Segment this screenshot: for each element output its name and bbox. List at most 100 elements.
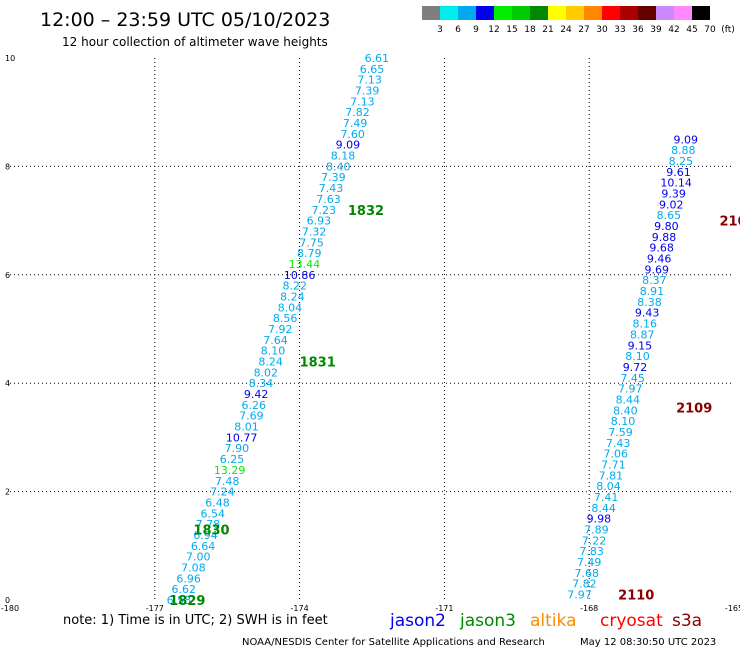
axis-ticks: -180 -177 -174 -171 -168 -165 0 2 4 6 8 10 [1, 54, 740, 613]
data-point-label: 7.49 [343, 117, 368, 130]
data-point-label: 10.14 [660, 177, 692, 190]
track-label: 210 [720, 215, 740, 230]
data-point-label: 9.72 [623, 361, 648, 374]
data-point-label: 9.61 [666, 166, 691, 179]
data-point-label: 6.93 [307, 215, 332, 228]
data-point-label: 8.65 [657, 209, 682, 222]
data-point-label: 7.97 [618, 383, 643, 396]
data-point-label: 8.16 [632, 318, 657, 331]
scale-swatch [512, 6, 530, 20]
data-point-label: 9.43 [635, 307, 660, 320]
data-point-label: 7.69 [239, 410, 264, 423]
data-point-label: 7.43 [606, 437, 631, 450]
data-point-label: 9.09 [336, 139, 361, 152]
legend-entry: s3a [672, 611, 702, 631]
legend-entry: jason2 [389, 611, 446, 631]
data-point-label: 8.37 [642, 274, 667, 287]
data-point-label: 9.80 [654, 220, 679, 233]
data-point-label: 9.69 [645, 263, 670, 276]
data-point-label: 8.34 [249, 377, 274, 390]
x-tick-label: -174 [291, 604, 309, 613]
track-label: 1832 [348, 204, 384, 219]
legend-entry: cryosat [600, 611, 663, 631]
data-point-label: 9.15 [628, 339, 653, 352]
data-point-label: 7.08 [181, 561, 206, 574]
data-point-label: 8.88 [671, 144, 696, 157]
scale-label: 21 [542, 25, 553, 35]
grid [10, 58, 734, 600]
data-point-label: 9.09 [673, 133, 698, 146]
data-point-label: 9.02 [659, 198, 684, 211]
data-point-label: 6.62 [172, 583, 197, 596]
data-point-label: 7.06 [603, 448, 628, 461]
data-point-label: 7.00 [186, 551, 211, 564]
track-label: 1829 [169, 594, 205, 609]
scale-label: 30 [596, 25, 608, 35]
scale-label: 12 [488, 25, 499, 35]
data-point-label: 6.94 [193, 529, 218, 542]
data-point-label: 7.81 [599, 469, 624, 482]
x-tick-label: -180 [1, 604, 19, 613]
y-tick-label: 8 [5, 162, 10, 171]
scale-swatch [602, 6, 620, 20]
data-points: 6.586.626.967.087.006.646.947.786.546.48… [167, 52, 698, 607]
x-tick-label: -168 [580, 604, 598, 613]
data-point-label: 9.68 [649, 242, 674, 255]
data-point-label: 9.46 [647, 253, 672, 266]
scale-swatch [494, 6, 512, 20]
scale-label: (ft) [721, 25, 735, 35]
footer-timestamp: May 12 08:30:50 UTC 2023 [580, 637, 716, 648]
data-point-label: 7.75 [299, 236, 324, 249]
data-point-label: 8.44 [616, 393, 641, 406]
data-point-label: 6.65 [360, 63, 385, 76]
scale-swatch [422, 6, 440, 20]
data-point-label: 13.29 [214, 464, 246, 477]
legend-entry: jason3 [459, 611, 516, 631]
data-point-label: 7.32 [302, 225, 327, 238]
data-point-label: 8.04 [596, 480, 621, 493]
track-label: 2110 [618, 589, 654, 604]
data-point-label: 7.78 [196, 518, 221, 531]
scale-swatch [440, 6, 458, 20]
data-point-label: 7.49 [577, 556, 602, 569]
data-point-label: 6.58 [167, 594, 192, 607]
data-point-label: 7.48 [215, 475, 240, 488]
data-point-label: 7.64 [263, 334, 288, 347]
data-point-label: 9.42 [244, 388, 269, 401]
data-point-label: 7.82 [345, 106, 370, 119]
track-label: 2109 [676, 402, 712, 417]
scale-label: 42 [668, 25, 679, 35]
satellite-legend: jason2 jason3 altika cryosat s3a [389, 611, 702, 631]
data-point-label: 8.25 [669, 155, 694, 168]
scale-swatch [566, 6, 584, 20]
data-point-label: 13.44 [289, 258, 321, 271]
scale-swatch [548, 6, 566, 20]
scale-label: 27 [578, 25, 589, 35]
data-point-label: 6.48 [205, 496, 230, 509]
x-tick-label: -165 [725, 604, 740, 613]
data-point-label: 7.71 [601, 459, 626, 472]
scale-label: 15 [506, 25, 517, 35]
data-point-label: 8.10 [625, 350, 650, 363]
scale-swatch [620, 6, 638, 20]
data-point-label: 9.88 [652, 231, 677, 244]
data-point-label: 7.90 [225, 442, 250, 455]
scale-label: 3 [437, 25, 443, 35]
scale-label: 18 [524, 25, 536, 35]
y-tick-label: 4 [5, 379, 10, 388]
data-point-label: 8.91 [640, 285, 665, 298]
data-point-label: 7.39 [355, 85, 380, 98]
data-point-label: 8.02 [254, 366, 279, 379]
chart-subtitle: 12 hour collection of altimeter wave hei… [62, 35, 328, 49]
footer-note: note: 1) Time is in UTC; 2) SWH is in fe… [63, 613, 328, 628]
data-point-label: 8.87 [630, 328, 655, 341]
y-tick-label: 2 [5, 488, 10, 497]
data-point-label: 7.59 [608, 426, 633, 439]
chart-title: 12:00 – 23:59 UTC 05/10/2023 [40, 9, 330, 31]
data-point-label: 6.54 [200, 507, 225, 520]
scale-label: 39 [650, 25, 662, 35]
data-point-label: 9.98 [587, 513, 612, 526]
scale-label: 6 [455, 25, 461, 35]
color-scale-legend: 3 6 9 12 15 18 21 24 27 30 33 36 39 42 45 70 (ft) [422, 6, 735, 35]
